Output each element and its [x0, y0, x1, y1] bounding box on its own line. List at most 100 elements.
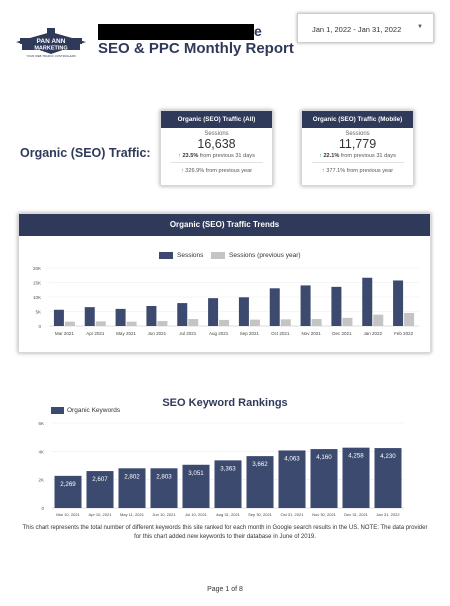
redaction-bar: [98, 24, 254, 40]
bar-organic-keywords: [278, 450, 306, 508]
bar-value-label: 4,258: [348, 453, 364, 460]
arrow-up-icon: ↑: [321, 168, 325, 174]
bar-organic-keywords: [342, 447, 370, 508]
bar-sessions: [115, 308, 126, 326]
logo-graphic: PAN ANN MARKETING YOUR WEB TRAFFIC CONTR…: [16, 28, 86, 58]
x-tick-label: Oct 31, 2021: [281, 512, 305, 517]
x-tick-label: Jul 10, 2021: [185, 512, 208, 517]
section-label: Organic (SEO) Traffic:: [20, 146, 151, 160]
x-tick-label: Apr 2021: [86, 331, 105, 336]
bar-sessions-previous-year: [188, 319, 199, 326]
bar-sessions: [208, 298, 219, 326]
x-tick-label: Jan 31, 2022: [376, 512, 400, 517]
x-tick-label: Jul 2021: [179, 331, 197, 336]
bar-sessions-previous-year: [280, 319, 291, 326]
traffic-trends-card: Organic (SEO) Traffic Trends Sessions Se…: [18, 213, 431, 353]
bar-sessions-previous-year: [95, 321, 106, 326]
company-logo: PAN ANN MARKETING YOUR WEB TRAFFIC CONTR…: [14, 28, 88, 62]
y-tick-label: 10K: [33, 295, 41, 300]
bar-organic-keywords: [182, 464, 210, 508]
arrow-up-icon: ↑: [319, 153, 322, 159]
bar-organic-keywords: [150, 468, 178, 508]
kpi-title: Organic (SEO) Traffic (All): [161, 111, 272, 128]
x-tick-label: Jun 10, 2021: [152, 512, 176, 517]
bar-sessions: [238, 297, 249, 326]
date-range-text: Jan 1, 2022 - Jan 31, 2022: [312, 25, 402, 34]
x-tick-label: Mar 2021: [55, 331, 75, 336]
bar-organic-keywords: [374, 448, 402, 508]
y-tick-label: 20K: [33, 266, 41, 271]
legend-label: Sessions (previous year): [229, 252, 301, 260]
chevron-down-icon: ▼: [417, 24, 423, 30]
bar-sessions: [269, 288, 280, 326]
bar-value-label: 2,802: [124, 473, 140, 480]
legend-label: Organic Keywords: [67, 407, 121, 415]
x-tick-label: May 11, 2021: [120, 512, 145, 517]
kpi-metric: Sessions: [204, 131, 229, 137]
bar-sessions-previous-year: [157, 321, 168, 326]
bar-organic-keywords: [86, 471, 114, 508]
bar-sessions-previous-year: [64, 321, 75, 326]
kpi-change-31-days: ↑ 23.5% from previous 31 days: [161, 153, 272, 159]
bar-sessions: [177, 303, 188, 326]
bar-value-label: 4,160: [316, 454, 332, 461]
traffic-trends-title: Organic (SEO) Traffic Trends: [19, 214, 430, 236]
bar-sessions-previous-year: [311, 319, 322, 326]
bar-sessions: [146, 305, 157, 326]
kpi-value: 11,779: [338, 137, 377, 151]
bar-value-label: 4,063: [284, 455, 300, 462]
x-tick-label: Jun 2021: [148, 331, 167, 336]
traffic-trends-chart: 0 5K 10K 15K 20K Mar 2021 Apr 2021 May 2021 Jun …: [33, 266, 419, 336]
bar-sessions: [362, 277, 373, 326]
kpi-change-31-value: 23.5%: [182, 153, 199, 159]
title-visible-tail: e: [254, 23, 262, 39]
bar-sessions-previous-year: [404, 312, 415, 326]
keyword-rankings-title: SEO Keyword Rankings: [162, 397, 288, 409]
y-tick-label: 4K: [38, 449, 44, 454]
x-tick-label: Feb 2022: [394, 331, 414, 336]
x-tick-label: Nov 30, 2021: [312, 512, 337, 517]
bar-value-label: 2,803: [156, 473, 172, 480]
bar-sessions-previous-year: [373, 314, 384, 326]
kpi-change-year-label: from previous year: [346, 168, 394, 174]
logo-line2: MARKETING: [34, 46, 67, 52]
kpi-card-all: Organic (SEO) Traffic (All) Sessions 16,…: [160, 110, 273, 186]
x-tick-label: Dec 2021: [332, 331, 352, 336]
kpi-change-31-label: from previous 31 days: [199, 153, 255, 159]
x-tick-label: Oct 2021: [271, 331, 290, 336]
y-tick-label: 2K: [38, 478, 44, 483]
page-indicator: Page 1 of 8: [207, 586, 243, 593]
page-title: SEO & PPC Monthly Report: [98, 40, 294, 57]
bar-sessions: [331, 286, 342, 326]
arrow-up-icon: ↑: [180, 168, 184, 174]
x-tick-label: Nov 2021: [301, 331, 321, 336]
legend-sessions: Sessions: [159, 252, 203, 259]
chart-note: This chart represents the total number o…: [22, 525, 428, 540]
x-tick-label: Sep 30, 2021: [248, 512, 273, 517]
bar-organic-keywords: [214, 460, 242, 508]
kpi-title: Organic (SEO) Traffic (Mobile): [302, 111, 413, 128]
bar-value-label: 3,662: [252, 461, 268, 468]
x-tick-label: Aug 31, 2021: [216, 512, 241, 517]
date-range-picker[interactable]: Jan 1, 2022 - Jan 31, 2022 ▼: [297, 13, 434, 43]
bar-organic-keywords: [118, 468, 146, 508]
kpi-change-year-value: 326.9%: [185, 168, 205, 174]
kpi-metric: Sessions: [345, 131, 370, 137]
kpi-change-year-value: 377.1%: [326, 168, 346, 174]
x-tick-label: Apr 10, 2021: [89, 512, 113, 517]
logo-line1: PAN ANN: [37, 38, 66, 45]
kpi-divider: [311, 162, 404, 163]
bar-sessions-previous-year: [249, 319, 260, 326]
kpi-card-mobile: Organic (SEO) Traffic (Mobile) Sessions …: [301, 110, 414, 186]
bar-value-label: 2,269: [60, 481, 76, 488]
legend-sessions-previous: Sessions (previous year): [211, 252, 301, 259]
kpi-change-year: ↑ 377.1% from previous year: [302, 168, 413, 174]
x-tick-label: May 2021: [116, 331, 136, 336]
bar-sessions-previous-year: [126, 321, 137, 326]
bar-value-label: 4,230: [380, 453, 396, 460]
legend-organic-keywords: Organic Keywords: [51, 407, 120, 414]
y-tick-label: 0: [41, 506, 44, 511]
logo-tagline: YOUR WEB TRAFFIC CONTROLLERS: [26, 54, 76, 58]
y-tick-label: 15K: [33, 281, 41, 286]
legend-swatch: [159, 252, 173, 259]
